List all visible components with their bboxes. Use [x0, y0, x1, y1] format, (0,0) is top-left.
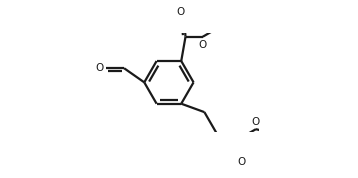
- Text: O: O: [237, 157, 245, 167]
- Text: O: O: [95, 63, 103, 73]
- Text: O: O: [176, 7, 185, 17]
- Text: O: O: [199, 40, 207, 50]
- Text: O: O: [251, 117, 260, 127]
